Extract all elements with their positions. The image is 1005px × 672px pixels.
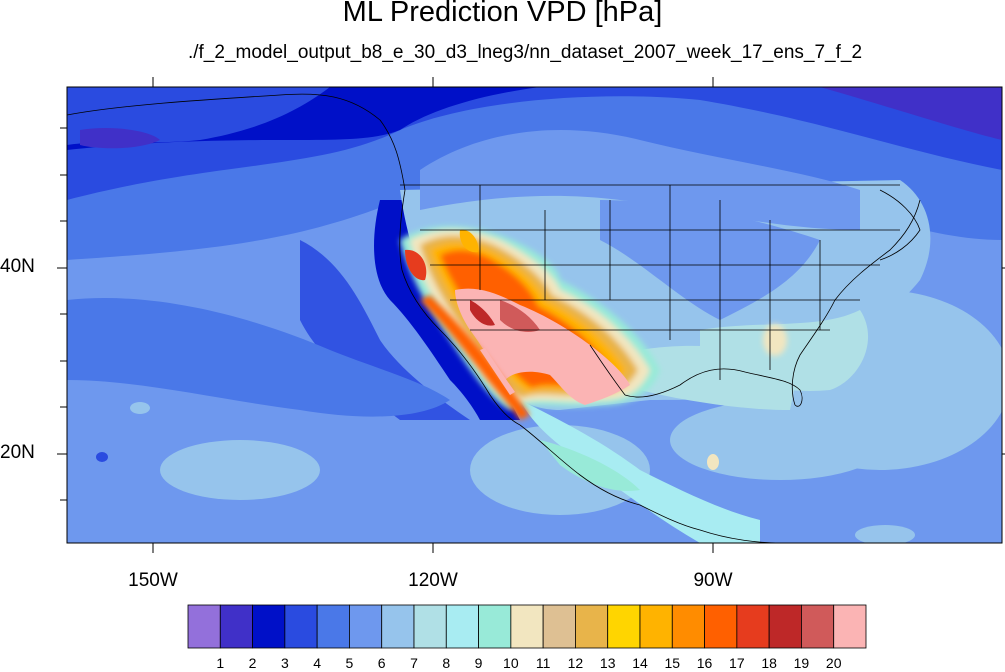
axis-ticks [57, 77, 1005, 553]
colorbar-swatch [704, 604, 738, 649]
colorbar-swatch [349, 604, 383, 649]
lon-label-90w: 90W [693, 570, 733, 591]
colorbar-swatch [639, 604, 673, 649]
vpd-field [67, 87, 1002, 543]
colorbar-label: 12 [567, 655, 584, 671]
coastlines [67, 93, 921, 543]
colorbar-swatch [284, 604, 318, 649]
colorbar-label: 19 [793, 655, 810, 671]
colorbar-swatch [736, 604, 770, 649]
colorbar-swatch [413, 604, 447, 649]
colorbar-label: 17 [729, 655, 745, 671]
colorbar-swatch [445, 604, 479, 649]
colorbar-label: 20 [825, 655, 842, 671]
colorbar-swatch [801, 604, 835, 649]
map-frame [66, 86, 1003, 544]
lat-label-20n: 20N [0, 442, 35, 463]
colorbar-label: 15 [664, 655, 681, 671]
colorbar-label: 6 [377, 655, 386, 671]
colorbar-swatch [252, 604, 286, 649]
colorbar-label: 16 [696, 655, 713, 671]
colorbar-label: 11 [535, 655, 551, 671]
map-title: ML Prediction VPD [hPa] [342, 0, 663, 28]
colorbar-swatch [671, 604, 705, 649]
colorbar-swatch [833, 604, 867, 649]
colorbar-swatch [510, 604, 544, 649]
lat-label-40n: 40N [0, 256, 35, 277]
colorbar-label: 5 [345, 655, 354, 671]
colorbar-label: 14 [632, 655, 648, 671]
colorbar-label: 1 [216, 655, 225, 671]
colorbar-label: 7 [410, 655, 418, 671]
colorbar-swatch [542, 604, 576, 649]
colorbar-swatch [187, 604, 221, 649]
lon-label-120w: 120W [408, 570, 458, 591]
colorbar-label: 2 [248, 655, 257, 671]
colorbar-label: 18 [761, 655, 777, 671]
colorbar-label: 9 [474, 655, 483, 671]
colorbar-label: 4 [313, 655, 322, 671]
colorbar-swatch [768, 604, 802, 649]
lon-label-150w: 150W [128, 570, 178, 591]
colorbar-swatch [316, 604, 350, 649]
colorbar-label: 10 [503, 655, 519, 671]
colorbar-swatch [219, 604, 253, 649]
map-subtitle: ./f_2_model_output_b8_e_30_d3_lneg3/nn_d… [187, 42, 863, 63]
colorbar-swatch [607, 604, 641, 649]
colorbar-label: 13 [599, 655, 616, 671]
colorbar-swatch [478, 604, 512, 649]
colorbar-label: 3 [280, 655, 289, 671]
colorbar-swatch [381, 604, 415, 649]
colorbar-label: 8 [442, 655, 451, 671]
colorbar-swatch [575, 604, 609, 649]
